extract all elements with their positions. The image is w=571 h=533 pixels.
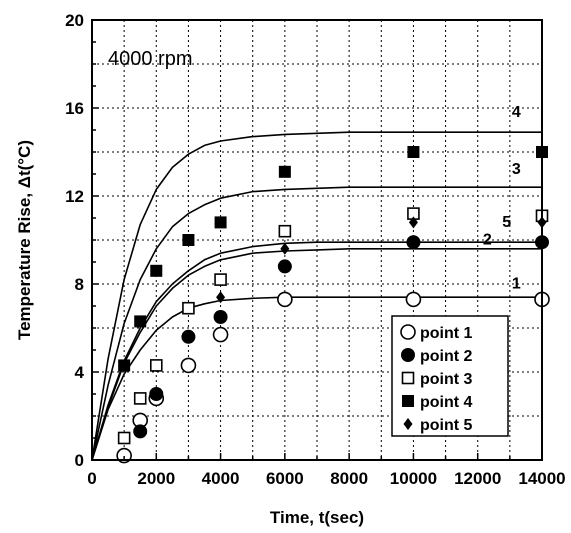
point-2-marker xyxy=(133,424,148,439)
legend-symbol-point-5 xyxy=(403,418,413,430)
curve-label-1: 1 xyxy=(512,275,521,292)
point-2-marker xyxy=(213,310,228,324)
point-4-marker xyxy=(278,165,291,178)
x-axis-title: Time, t(sec) xyxy=(270,508,364,527)
rpm-annotation: 4000 rpm xyxy=(108,48,193,70)
point-5-marker xyxy=(216,291,226,304)
legend-label-point-4: point 4 xyxy=(420,394,473,411)
x-tick-label: 6000 xyxy=(266,469,304,488)
point-3-marker xyxy=(214,273,227,286)
x-tick-label: 8000 xyxy=(330,469,368,488)
x-tick-label: 14000 xyxy=(518,469,565,488)
curve-labels: 1 25 3 4 xyxy=(483,104,521,293)
x-tick-labels: 0 2000 4000 6000 8000 10000 12000 14000 xyxy=(87,469,565,488)
curve-label-3: 3 xyxy=(512,161,521,178)
legend-label-point-3: point 3 xyxy=(420,371,473,388)
point-5-marker xyxy=(280,242,290,255)
point-4-marker xyxy=(118,359,131,372)
point-3-marker xyxy=(182,301,195,315)
curve-1 xyxy=(91,296,542,461)
point-3-marker xyxy=(149,359,163,372)
legend: point 1 point 2 point 3 point 4 point 5 xyxy=(391,315,509,437)
legend-symbol-point-3 xyxy=(401,371,415,385)
point-4-marker xyxy=(407,146,420,158)
x-tick-label: 4000 xyxy=(202,469,240,488)
y-tick-label: 20 xyxy=(65,11,84,30)
y-tick-label: 16 xyxy=(65,99,84,118)
point-4-marker xyxy=(182,234,195,246)
y-tick-label: 8 xyxy=(75,275,84,294)
model-curves xyxy=(91,131,542,461)
y-tick-label: 0 xyxy=(75,451,84,470)
legend-symbol-point-4 xyxy=(402,395,414,407)
legend-symbol-point-1 xyxy=(400,324,416,340)
legend-label-point-1: point 1 xyxy=(420,325,473,342)
curve-4 xyxy=(91,131,542,461)
x-tick-label: 0 xyxy=(87,469,96,488)
y-tick-label: 12 xyxy=(65,187,84,206)
curve-3 xyxy=(91,186,542,461)
point-5-marker xyxy=(408,216,418,229)
point-4-marker xyxy=(150,264,163,277)
curve-2 xyxy=(91,248,542,461)
point-1-marker xyxy=(405,291,422,308)
x-tick-label: 2000 xyxy=(137,469,175,488)
point-1-marker xyxy=(180,357,197,374)
point-3-marker xyxy=(133,392,147,405)
point-1-marker xyxy=(277,291,293,308)
point-2-marker xyxy=(406,235,421,250)
point-3-marker xyxy=(278,224,292,238)
curve-5 xyxy=(91,241,542,461)
axis-ticks xyxy=(91,19,543,461)
y-axis-title: Temperature Rise, Δt(°C) xyxy=(15,140,34,340)
legend-symbol-point-2 xyxy=(401,348,415,362)
point-4-marker xyxy=(134,315,147,328)
point-1-marker xyxy=(212,326,229,343)
x-tick-label: 10000 xyxy=(390,469,437,488)
curve-label-5: 5 xyxy=(502,214,511,231)
x-tick-label: 12000 xyxy=(454,469,501,488)
y-tick-labels: 0 4 8 12 16 20 xyxy=(65,11,84,470)
legend-label-point-2: point 2 xyxy=(420,348,473,365)
point-3-marker xyxy=(117,431,131,445)
legend-label-point-5: point 5 xyxy=(420,417,473,434)
curve-label-4: 4 xyxy=(512,104,521,121)
point-2-marker xyxy=(277,259,292,274)
curve-label-2: 2 xyxy=(483,231,492,248)
point-2-marker xyxy=(181,329,196,344)
point-4-marker xyxy=(214,216,227,229)
point-2-marker xyxy=(149,387,164,401)
y-tick-label: 4 xyxy=(75,363,85,382)
